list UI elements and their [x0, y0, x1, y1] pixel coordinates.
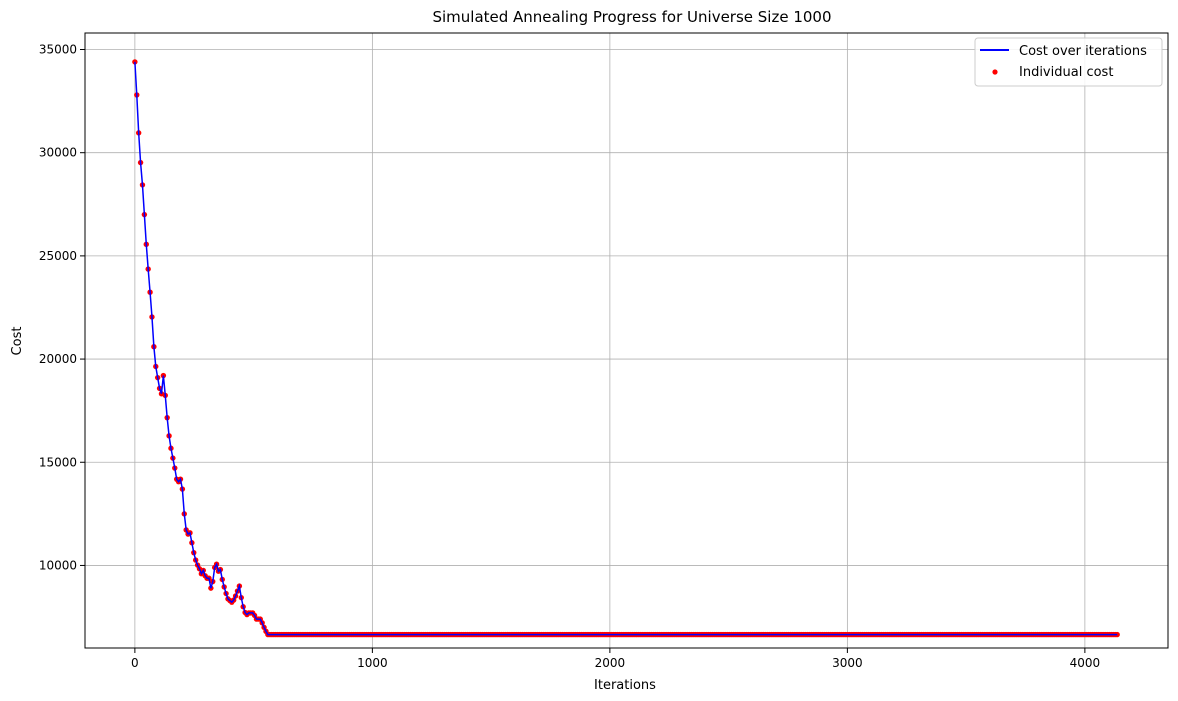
plot-frame: [84, 32, 1169, 649]
legend-box: [974, 37, 1163, 87]
scatter-point: [1114, 631, 1120, 638]
y-tick-label: 30000: [39, 146, 77, 160]
legend-scatter-swatch: [992, 69, 998, 75]
legend: Cost over iterations Individual cost: [974, 37, 1163, 87]
legend-label-scatter: Individual cost: [1019, 65, 1113, 80]
plot-area: [132, 59, 1120, 638]
y-tick-label: 35000: [39, 43, 77, 57]
y-tick-label: 20000: [39, 352, 77, 366]
chart-title: Simulated Annealing Progress for Univers…: [432, 8, 831, 26]
x-tick-label: 3000: [832, 656, 863, 670]
scatter-series-individual-cost: [132, 59, 1120, 638]
x-tick-label: 0: [131, 656, 139, 670]
x-axis-label: Iterations: [594, 678, 656, 693]
x-tick-label: 2000: [595, 656, 626, 670]
grid-lines: [85, 33, 1168, 648]
y-tick-label: 10000: [39, 558, 77, 572]
y-axis-label: Cost: [10, 327, 25, 356]
line-series-cost-over-iterations: [134, 61, 1118, 636]
y-tick-label: 15000: [39, 455, 77, 469]
x-tick-label: 1000: [357, 656, 388, 670]
legend-label-line: Cost over iterations: [1019, 44, 1147, 59]
y-tick-label: 25000: [39, 249, 77, 263]
x-tick-label: 4000: [1070, 656, 1101, 670]
axis-ticks: 0 1000 2000 3000 4000 10000 15000 20000 25000 300…: [39, 43, 1100, 670]
